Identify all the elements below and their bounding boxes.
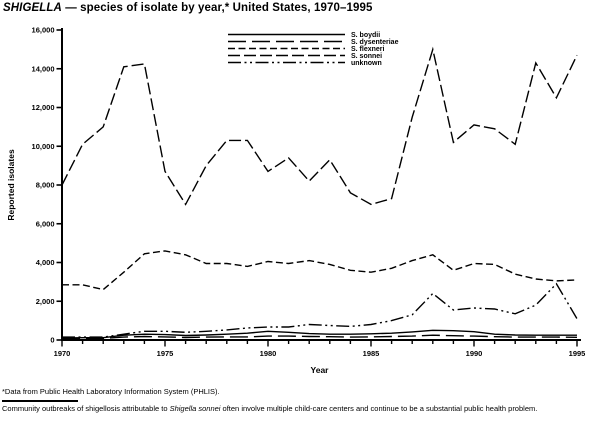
y-tick-label: 10,000 bbox=[32, 142, 55, 151]
series-line-unknown bbox=[62, 282, 578, 338]
x-tick-label: 1990 bbox=[466, 349, 483, 358]
legend-item-s-boydii: S. boydii bbox=[228, 32, 380, 39]
legend-label-s-flexneri: S. flexneri bbox=[351, 46, 385, 53]
legend-label-s-sonnei: S. sonnei bbox=[351, 53, 382, 60]
y-tick-label: 0 bbox=[50, 336, 54, 345]
legend-label-unknown: unknown bbox=[351, 60, 382, 67]
y-tick-label: 8,000 bbox=[36, 181, 55, 190]
footnote-separator-line bbox=[2, 400, 78, 402]
footnote-community-note: Community outbreaks of shigellosis attri… bbox=[2, 404, 580, 414]
footnote-note-pre: Community outbreaks of shigellosis attri… bbox=[2, 404, 170, 413]
footnote-note-species: Shigella sonnei bbox=[169, 404, 221, 413]
y-tick-label: 6,000 bbox=[36, 219, 55, 228]
chart-title-genus: SHIGELLA bbox=[3, 2, 62, 14]
chart-title-rest: — species of isolate by year,* United St… bbox=[61, 2, 373, 14]
legend-label-s-boydii: S. boydii bbox=[351, 32, 380, 39]
legend-item-s-sonnei: S. sonnei bbox=[228, 53, 382, 60]
x-axis-ticks: 1970 1975 1980 1985 1990 1995 bbox=[54, 340, 586, 358]
x-tick-label: 1980 bbox=[260, 349, 277, 358]
series-line-s-boydii bbox=[61, 329, 577, 339]
shigella-line-chart: 0 2,000 4,000 6,000 8,000 10,000 12,000 14,000 1… bbox=[6, 26, 586, 375]
y-axis-ticks: 0 2,000 4,000 6,000 8,000 10,000 12,000 14,000 1… bbox=[32, 26, 62, 345]
series-line-s-flexneri bbox=[62, 250, 578, 291]
y-tick-label: 4,000 bbox=[36, 258, 55, 267]
footnote-note-post: often involve multiple child-care center… bbox=[220, 404, 538, 413]
y-axis-title: Reported isolates bbox=[6, 149, 16, 221]
chart-title: SHIGELLA — species of isolate by year,* … bbox=[3, 2, 372, 14]
series-line-s-dysenteriae bbox=[61, 334, 578, 340]
y-tick-label: 14,000 bbox=[32, 64, 55, 73]
x-axis-title: Year bbox=[311, 365, 330, 375]
footnote-source: *Data from Public Health Laboratory Info… bbox=[2, 387, 220, 396]
y-tick-label: 12,000 bbox=[32, 103, 55, 112]
y-tick-label: 16,000 bbox=[32, 26, 55, 35]
axes bbox=[61, 28, 581, 341]
x-tick-label: 1995 bbox=[569, 349, 586, 358]
legend-label-s-dysenteriae: S. dysenteriae bbox=[351, 39, 399, 46]
series-line-s-sonnei bbox=[61, 46, 578, 206]
legend-item-unknown: unknown bbox=[228, 60, 382, 67]
legend-item-s-dysenteriae: S. dysenteriae bbox=[228, 39, 399, 46]
x-tick-label: 1970 bbox=[54, 349, 71, 358]
series-lines bbox=[61, 46, 578, 340]
x-tick-label: 1975 bbox=[157, 349, 174, 358]
y-tick-label: 2,000 bbox=[36, 297, 55, 306]
x-tick-label: 1985 bbox=[363, 349, 380, 358]
legend-item-s-flexneri: S. flexneri bbox=[228, 46, 385, 53]
